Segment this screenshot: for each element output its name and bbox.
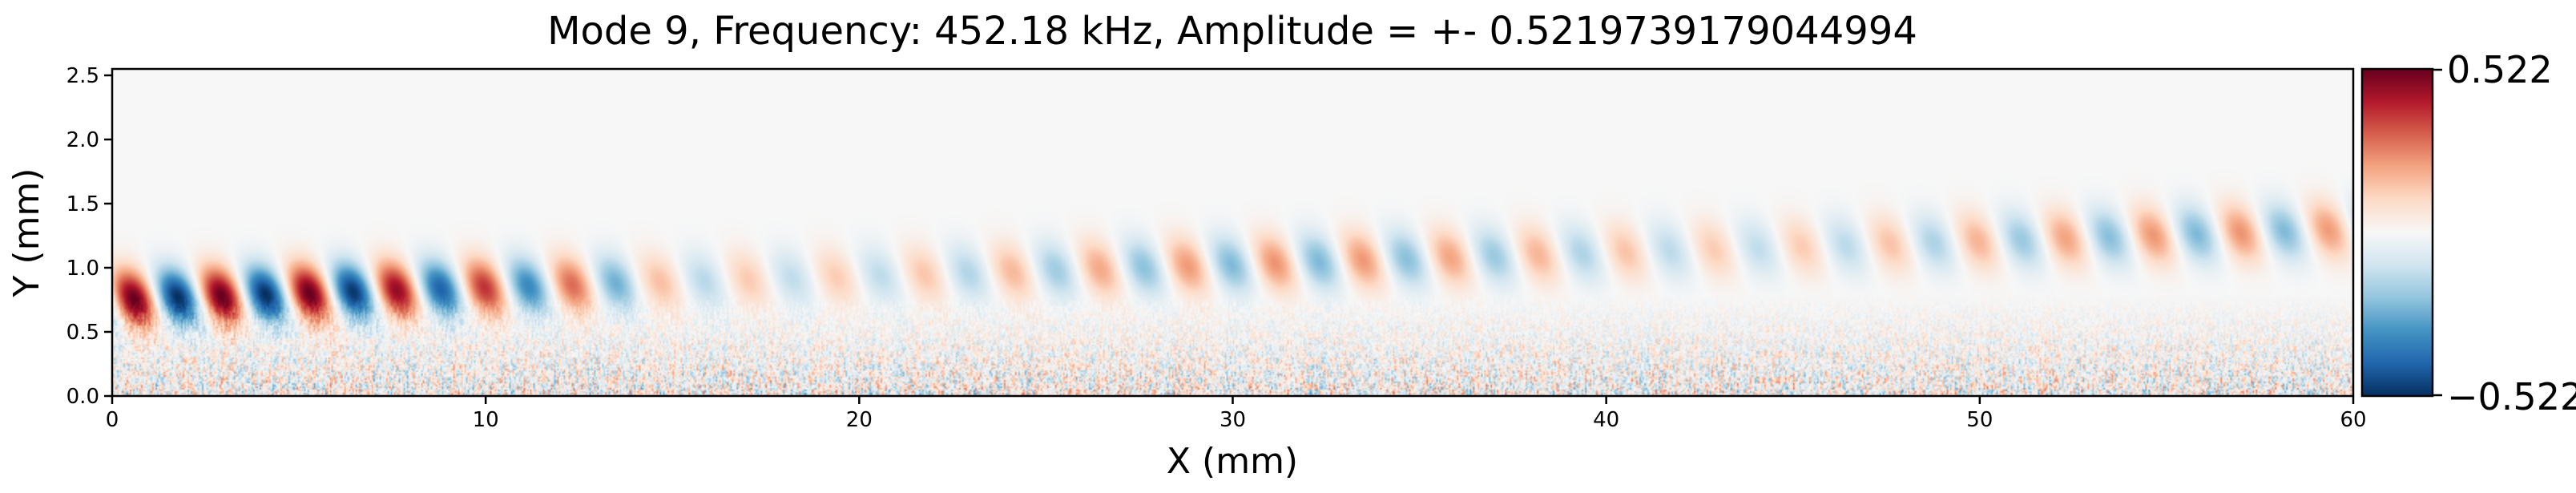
x-tick-label: 60 bbox=[2340, 408, 2366, 432]
y-tick-label: 2.5 bbox=[67, 64, 99, 88]
colorbar-min-label: −0.522 bbox=[2447, 375, 2576, 418]
y-tick-label: 1.5 bbox=[67, 192, 99, 216]
x-axis: 0 10 20 30 40 50 60 bbox=[106, 396, 2367, 432]
y-axis-label: Y (mm) bbox=[6, 168, 47, 298]
y-tick-label: 1.0 bbox=[67, 257, 99, 281]
x-tick-label: 20 bbox=[846, 408, 873, 432]
y-axis: 0.0 0.5 1.0 1.5 2.0 2.5 bbox=[67, 64, 112, 409]
y-tick-label: 0.0 bbox=[67, 385, 99, 409]
heatmap-field bbox=[112, 69, 2353, 396]
y-tick-label: 2.0 bbox=[67, 128, 99, 152]
x-tick-label: 10 bbox=[473, 408, 499, 432]
x-tick-label: 50 bbox=[1966, 408, 1993, 432]
x-tick-label: 30 bbox=[1219, 408, 1246, 432]
y-tick-label: 0.5 bbox=[67, 321, 99, 345]
colorbar-max-label: 0.522 bbox=[2447, 48, 2553, 91]
chart-title: Mode 9, Frequency: 452.18 kHz, Amplitude… bbox=[547, 9, 1917, 54]
x-tick-label: 40 bbox=[1593, 408, 1619, 432]
x-axis-label: X (mm) bbox=[1167, 441, 1298, 482]
colorbar bbox=[2360, 67, 2434, 398]
x-tick-label: 0 bbox=[106, 408, 119, 432]
